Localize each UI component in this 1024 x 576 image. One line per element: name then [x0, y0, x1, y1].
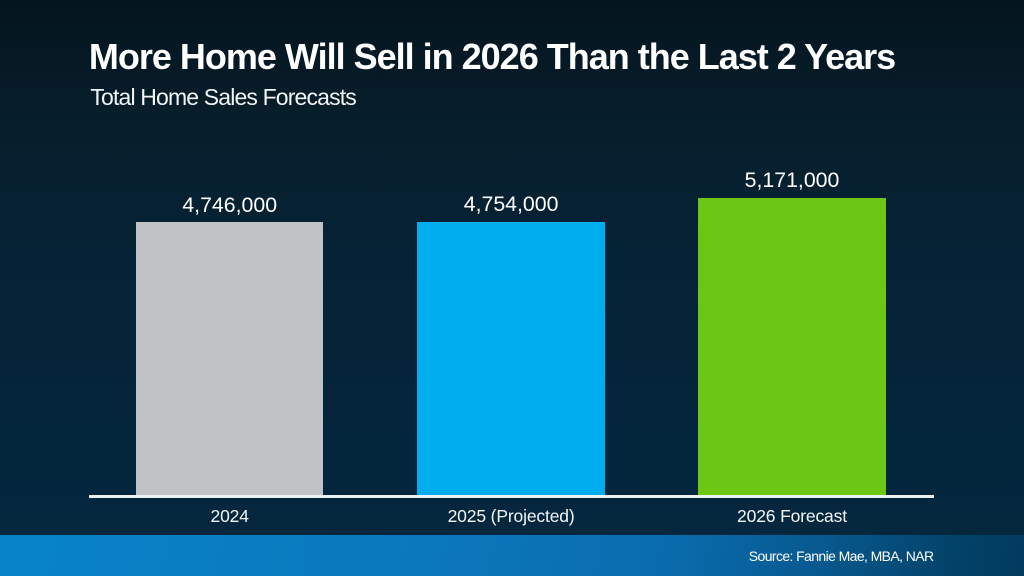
bar-value-label: 4,746,000 [182, 192, 278, 217]
category-label: 2025 (Projected) [447, 506, 575, 526]
source-text: Source: Fannie Mae, MBA, NAR [748, 547, 934, 564]
page-title: More Home Will Sell in 2026 Than the Las… [88, 35, 896, 77]
bar-2025 [417, 221, 605, 496]
baseline-axis [89, 495, 934, 499]
bar-2026 [698, 197, 886, 496]
bar-value-label: 5,171,000 [744, 168, 840, 193]
category-label: 2026 Forecast [737, 506, 847, 526]
page-subtitle: Total Home Sales Forecasts [90, 83, 356, 110]
category-label: 2024 [210, 506, 249, 526]
footer-band: Source: Fannie Mae, MBA, NAR [0, 534, 1024, 576]
bar-2024 [135, 222, 324, 496]
bar-value-label: 4,754,000 [463, 192, 559, 217]
